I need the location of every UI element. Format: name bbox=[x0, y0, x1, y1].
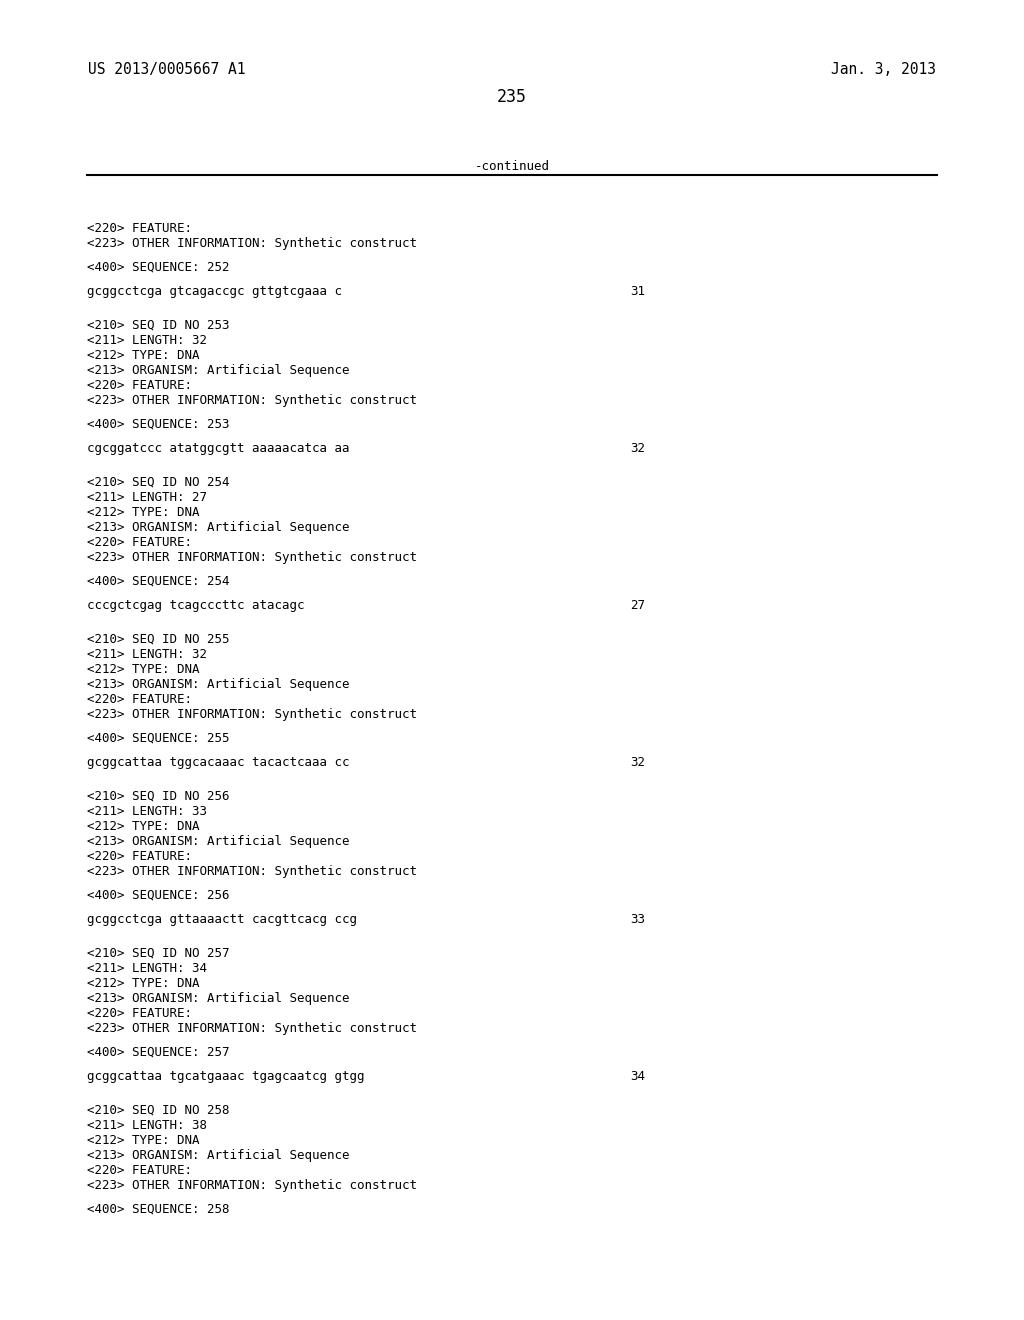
Text: <211> LENGTH: 32: <211> LENGTH: 32 bbox=[87, 334, 207, 347]
Text: <223> OTHER INFORMATION: Synthetic construct: <223> OTHER INFORMATION: Synthetic const… bbox=[87, 708, 417, 721]
Text: <210> SEQ ID NO 255: <210> SEQ ID NO 255 bbox=[87, 634, 229, 645]
Text: <212> TYPE: DNA: <212> TYPE: DNA bbox=[87, 820, 200, 833]
Text: <400> SEQUENCE: 253: <400> SEQUENCE: 253 bbox=[87, 418, 229, 432]
Text: <223> OTHER INFORMATION: Synthetic construct: <223> OTHER INFORMATION: Synthetic const… bbox=[87, 1022, 417, 1035]
Text: gcggcctcga gttaaaactt cacgttcacg ccg: gcggcctcga gttaaaactt cacgttcacg ccg bbox=[87, 913, 357, 927]
Text: <213> ORGANISM: Artificial Sequence: <213> ORGANISM: Artificial Sequence bbox=[87, 678, 349, 690]
Text: 235: 235 bbox=[497, 88, 527, 106]
Text: <213> ORGANISM: Artificial Sequence: <213> ORGANISM: Artificial Sequence bbox=[87, 364, 349, 378]
Text: <220> FEATURE:: <220> FEATURE: bbox=[87, 1007, 193, 1020]
Text: <223> OTHER INFORMATION: Synthetic construct: <223> OTHER INFORMATION: Synthetic const… bbox=[87, 238, 417, 249]
Text: cgcggatccc atatggcgtt aaaaacatca aa: cgcggatccc atatggcgtt aaaaacatca aa bbox=[87, 442, 349, 455]
Text: <212> TYPE: DNA: <212> TYPE: DNA bbox=[87, 1134, 200, 1147]
Text: gcggcattaa tgcatgaaac tgagcaatcg gtgg: gcggcattaa tgcatgaaac tgagcaatcg gtgg bbox=[87, 1071, 365, 1082]
Text: <210> SEQ ID NO 256: <210> SEQ ID NO 256 bbox=[87, 789, 229, 803]
Text: <400> SEQUENCE: 255: <400> SEQUENCE: 255 bbox=[87, 733, 229, 744]
Text: <220> FEATURE:: <220> FEATURE: bbox=[87, 222, 193, 235]
Text: 27: 27 bbox=[630, 599, 645, 612]
Text: gcggcctcga gtcagaccgc gttgtcgaaa c: gcggcctcga gtcagaccgc gttgtcgaaa c bbox=[87, 285, 342, 298]
Text: <213> ORGANISM: Artificial Sequence: <213> ORGANISM: Artificial Sequence bbox=[87, 836, 349, 847]
Text: 32: 32 bbox=[630, 756, 645, 770]
Text: <220> FEATURE:: <220> FEATURE: bbox=[87, 693, 193, 706]
Text: <220> FEATURE:: <220> FEATURE: bbox=[87, 379, 193, 392]
Text: <213> ORGANISM: Artificial Sequence: <213> ORGANISM: Artificial Sequence bbox=[87, 1148, 349, 1162]
Text: <223> OTHER INFORMATION: Synthetic construct: <223> OTHER INFORMATION: Synthetic const… bbox=[87, 865, 417, 878]
Text: <210> SEQ ID NO 253: <210> SEQ ID NO 253 bbox=[87, 319, 229, 333]
Text: 31: 31 bbox=[630, 285, 645, 298]
Text: <223> OTHER INFORMATION: Synthetic construct: <223> OTHER INFORMATION: Synthetic const… bbox=[87, 393, 417, 407]
Text: <213> ORGANISM: Artificial Sequence: <213> ORGANISM: Artificial Sequence bbox=[87, 521, 349, 535]
Text: <220> FEATURE:: <220> FEATURE: bbox=[87, 1164, 193, 1177]
Text: <223> OTHER INFORMATION: Synthetic construct: <223> OTHER INFORMATION: Synthetic const… bbox=[87, 550, 417, 564]
Text: <212> TYPE: DNA: <212> TYPE: DNA bbox=[87, 663, 200, 676]
Text: <220> FEATURE:: <220> FEATURE: bbox=[87, 536, 193, 549]
Text: US 2013/0005667 A1: US 2013/0005667 A1 bbox=[88, 62, 246, 77]
Text: <211> LENGTH: 27: <211> LENGTH: 27 bbox=[87, 491, 207, 504]
Text: <211> LENGTH: 33: <211> LENGTH: 33 bbox=[87, 805, 207, 818]
Text: cccgctcgag tcagcccttc atacagc: cccgctcgag tcagcccttc atacagc bbox=[87, 599, 304, 612]
Text: <212> TYPE: DNA: <212> TYPE: DNA bbox=[87, 977, 200, 990]
Text: <210> SEQ ID NO 257: <210> SEQ ID NO 257 bbox=[87, 946, 229, 960]
Text: 32: 32 bbox=[630, 442, 645, 455]
Text: <211> LENGTH: 34: <211> LENGTH: 34 bbox=[87, 962, 207, 975]
Text: <223> OTHER INFORMATION: Synthetic construct: <223> OTHER INFORMATION: Synthetic const… bbox=[87, 1179, 417, 1192]
Text: <220> FEATURE:: <220> FEATURE: bbox=[87, 850, 193, 863]
Text: <400> SEQUENCE: 254: <400> SEQUENCE: 254 bbox=[87, 576, 229, 587]
Text: <211> LENGTH: 38: <211> LENGTH: 38 bbox=[87, 1119, 207, 1133]
Text: <400> SEQUENCE: 257: <400> SEQUENCE: 257 bbox=[87, 1045, 229, 1059]
Text: <210> SEQ ID NO 258: <210> SEQ ID NO 258 bbox=[87, 1104, 229, 1117]
Text: -continued: -continued bbox=[474, 160, 550, 173]
Text: 33: 33 bbox=[630, 913, 645, 927]
Text: 34: 34 bbox=[630, 1071, 645, 1082]
Text: <400> SEQUENCE: 256: <400> SEQUENCE: 256 bbox=[87, 888, 229, 902]
Text: gcggcattaa tggcacaaac tacactcaaa cc: gcggcattaa tggcacaaac tacactcaaa cc bbox=[87, 756, 349, 770]
Text: <212> TYPE: DNA: <212> TYPE: DNA bbox=[87, 348, 200, 362]
Text: <400> SEQUENCE: 252: <400> SEQUENCE: 252 bbox=[87, 261, 229, 275]
Text: <212> TYPE: DNA: <212> TYPE: DNA bbox=[87, 506, 200, 519]
Text: Jan. 3, 2013: Jan. 3, 2013 bbox=[831, 62, 936, 77]
Text: <213> ORGANISM: Artificial Sequence: <213> ORGANISM: Artificial Sequence bbox=[87, 993, 349, 1005]
Text: <400> SEQUENCE: 258: <400> SEQUENCE: 258 bbox=[87, 1203, 229, 1216]
Text: <211> LENGTH: 32: <211> LENGTH: 32 bbox=[87, 648, 207, 661]
Text: <210> SEQ ID NO 254: <210> SEQ ID NO 254 bbox=[87, 477, 229, 488]
